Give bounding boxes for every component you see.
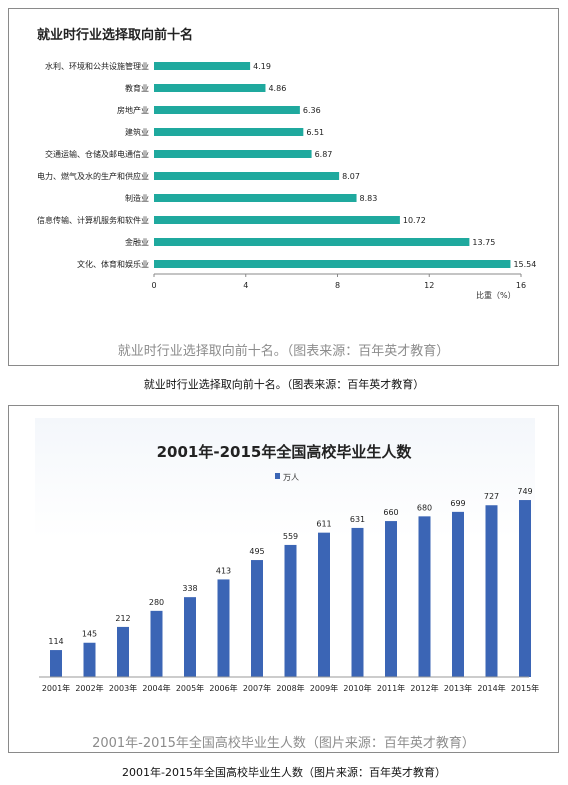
chart2-bar xyxy=(385,521,397,677)
chart2-inner-caption: 2001年-2015年全国高校毕业生人数（图片来源：百年英才教育） xyxy=(92,736,475,751)
chart2-value-label: 631 xyxy=(350,515,365,524)
chart2-value-label: 660 xyxy=(383,508,398,517)
chart2-bar xyxy=(351,527,364,677)
chart2-value-label: 280 xyxy=(149,598,164,607)
chart1-bar xyxy=(154,128,304,136)
chart1-category-label: 金融业 xyxy=(125,237,149,247)
chart2-category-label: 2011年 xyxy=(377,683,405,693)
chart2-bar xyxy=(83,642,96,677)
chart1-tick-label: 8 xyxy=(335,281,340,290)
chart2-value-label: 338 xyxy=(182,584,197,593)
chart2-category-label: 2013年 xyxy=(444,683,472,693)
chart2-category-label: 2012年 xyxy=(410,683,438,693)
chart1-inner-caption: 就业时行业选择取向前十名。（图表来源：百年英才教育） xyxy=(117,344,450,359)
chart1-value-label: 6.51 xyxy=(306,128,324,137)
chart1-category-label: 交通运输、仓储及邮电通信业 xyxy=(45,149,149,159)
chart1-value-label: 6.87 xyxy=(315,150,333,159)
chart1-category-label: 教育业 xyxy=(125,83,149,93)
chart2-category-label: 2006年 xyxy=(209,683,237,693)
chart1-category-label: 建筑业 xyxy=(125,127,149,137)
chart2-value-label: 114 xyxy=(48,637,63,646)
chart2-category-label: 2014年 xyxy=(477,683,505,693)
chart2-bar xyxy=(217,579,230,677)
chart1-category-label: 房地产业 xyxy=(117,105,149,115)
chart1-category-label: 电力、燃气及水的生产和供应业 xyxy=(37,171,149,181)
chart1-value-label: 15.54 xyxy=(513,260,536,269)
chart1-tick-label: 16 xyxy=(516,281,526,290)
graduates-chart: 2001年-2015年全国高校毕业生人数 万人 114 145 212 280 338 4… xyxy=(39,443,539,693)
chart1-bar xyxy=(154,238,470,246)
chart1-value-label: 6.36 xyxy=(303,106,321,115)
chart2-value-label: 699 xyxy=(450,499,465,508)
chart2-value-label: 495 xyxy=(249,547,264,556)
chart2-frame: 2001年-2015年全国高校毕业生人数 万人 114 145 212 280 338 4… xyxy=(8,405,559,753)
chart2-bar xyxy=(519,500,531,677)
chart2-value-label: 727 xyxy=(484,492,499,501)
chart2-category-label: 2001年 xyxy=(42,683,70,693)
chart2-legend-label: 万人 xyxy=(283,473,299,482)
chart1-tick-label: 12 xyxy=(424,281,434,290)
chart1-bar xyxy=(154,172,340,180)
chart1-bar xyxy=(154,84,266,92)
chart2-category-label: 2002年 xyxy=(75,683,103,693)
chart1-category-label: 水利、环境和公共设施管理业 xyxy=(45,61,149,71)
chart1-bar xyxy=(154,216,400,224)
chart1-tick-label: 0 xyxy=(151,281,156,290)
chart2-bar xyxy=(452,511,464,677)
chart2-title: 2001年-2015年全国高校毕业生人数 xyxy=(157,443,413,461)
chart1-bar xyxy=(154,194,357,202)
chart2-value-label: 559 xyxy=(283,532,298,541)
chart2-category-label: 2010年 xyxy=(343,683,371,693)
chart1-tick-label: 4 xyxy=(243,281,248,290)
chart2-bar xyxy=(318,532,330,677)
chart1-value-label: 4.86 xyxy=(268,84,286,93)
chart1-value-label: 8.07 xyxy=(342,172,360,181)
chart2-value-label: 145 xyxy=(82,630,97,639)
chart2-value-label: 413 xyxy=(216,566,231,575)
chart2-bar xyxy=(284,544,297,677)
chart2-bar xyxy=(117,626,129,677)
chart1-value-label: 8.83 xyxy=(360,194,378,203)
chart2-bar xyxy=(150,610,163,677)
chart2-value-label: 212 xyxy=(115,614,130,623)
chart1-value-label: 13.75 xyxy=(472,238,495,247)
chart1-bar xyxy=(154,106,300,114)
chart1-bar xyxy=(154,150,312,158)
chart2-bar xyxy=(485,505,498,677)
chart1-frame: 就业时行业选择取向前十名 水利、环境和公共设施管理业教育业房地产业建筑业交通运输… xyxy=(8,8,559,366)
chart2-bar xyxy=(184,597,196,677)
chart1-bar xyxy=(154,62,251,70)
chart1-category-label: 制造业 xyxy=(125,193,149,203)
chart1-x-axis-label: 比重（%） xyxy=(476,290,516,300)
chart2-category-label: 2009年 xyxy=(310,683,338,693)
chart1-category-label: 信息传输、计算机服务和软件业 xyxy=(37,215,149,225)
chart1-bar xyxy=(154,260,511,268)
chart2-value-label: 680 xyxy=(417,503,432,512)
chart2-legend-swatch xyxy=(275,473,280,479)
chart2-value-label: 749 xyxy=(517,487,532,496)
chart1-title: 就业时行业选择取向前十名 xyxy=(37,27,193,43)
chart2-category-label: 2008年 xyxy=(276,683,304,693)
chart2-category-label: 2003年 xyxy=(109,683,137,693)
industry-choice-chart: 就业时行业选择取向前十名 水利、环境和公共设施管理业教育业房地产业建筑业交通运输… xyxy=(37,27,536,300)
chart1-value-label: 4.19 xyxy=(253,62,271,71)
chart1-category-label: 文化、体育和娱乐业 xyxy=(77,259,149,269)
chart2-bar xyxy=(50,650,62,677)
chart2-bar xyxy=(251,560,263,677)
chart2-outer-caption: 2001年-2015年全国高校毕业生人数（图片来源：百年英才教育） xyxy=(122,766,446,779)
chart2-category-label: 2015年 xyxy=(511,683,539,693)
chart1-outer-caption: 就业时行业选择取向前十名。（图表来源：百年英才教育） xyxy=(143,378,425,391)
chart1-value-label: 10.72 xyxy=(403,216,426,225)
chart2-bar xyxy=(418,516,431,677)
chart2-category-label: 2004年 xyxy=(142,683,170,693)
chart2-category-label: 2005年 xyxy=(176,683,204,693)
chart2-category-label: 2007年 xyxy=(243,683,271,693)
chart2-value-label: 611 xyxy=(316,520,331,529)
